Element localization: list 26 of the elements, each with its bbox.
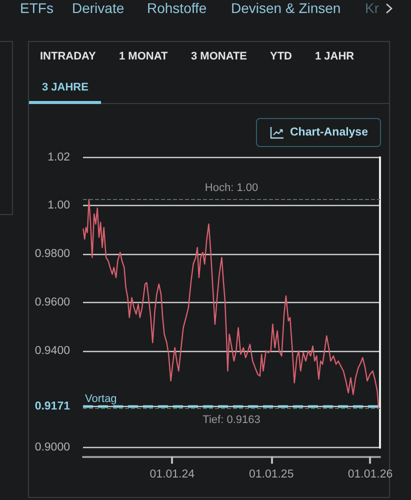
- x-tick-label: 01.01.25: [248, 468, 294, 481]
- analysis-button: Chart-Analyse: [256, 118, 381, 147]
- text: 1 MONAT: [119, 50, 168, 62]
- x-tick-label: 01.01.24: [150, 468, 196, 481]
- ref-line-label: Tief: 0.9163: [202, 414, 260, 426]
- y-tick-label: 1.02: [48, 151, 70, 164]
- y-tick-label: 1.00: [48, 200, 70, 212]
- text: 1 JAHR: [315, 50, 354, 62]
- text: YTD: [270, 50, 292, 62]
- x-tick-label: 01.01.26: [348, 468, 393, 481]
- text: INTRADAY: [40, 50, 96, 62]
- y-tick-label: 0.9400: [34, 344, 70, 357]
- y-tick-label: 0.9800: [34, 248, 70, 260]
- line-series: [82, 198, 380, 409]
- text: Kr: [365, 0, 379, 16]
- text: Rohstoffe: [147, 0, 207, 16]
- ref-line-label: Vortag: [85, 392, 117, 405]
- text: ETFs: [20, 0, 54, 16]
- text: 3 MONATE: [191, 50, 248, 62]
- y-tick-label: 0.9600: [34, 296, 70, 308]
- y-tick-label: 0.9000: [34, 442, 70, 454]
- text: Devisen & Zinsen: [231, 0, 341, 16]
- text: Derivate: [72, 0, 124, 16]
- y-tick-label: 0.9171: [34, 400, 71, 412]
- text: 3 JAHRE: [42, 82, 88, 94]
- ref-line-label: Hoch: 1.00: [204, 182, 258, 194]
